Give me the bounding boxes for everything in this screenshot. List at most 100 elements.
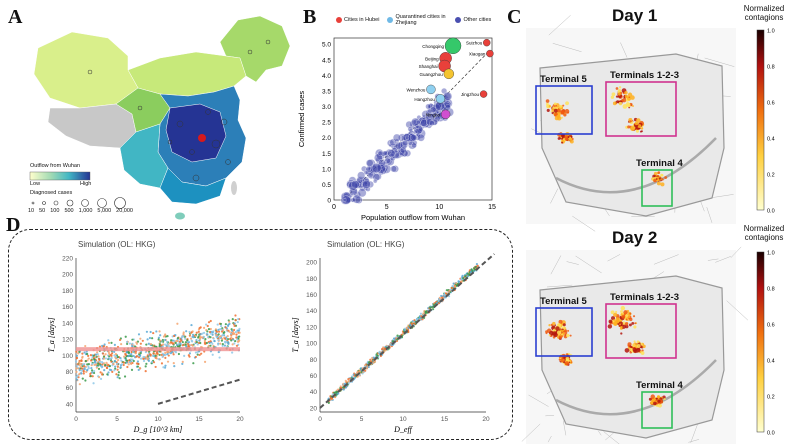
- y-tick-label: 1.5: [322, 151, 331, 158]
- y-tick-label: 160: [62, 304, 73, 311]
- y-tick-label: 0: [327, 198, 331, 205]
- simulation-point: [381, 347, 384, 351]
- simulation-point: [344, 379, 347, 382]
- simulation-point: [107, 351, 111, 355]
- street-line: [726, 300, 749, 321]
- colorbar-tick: 0.2: [767, 395, 775, 401]
- contagion-dot: [632, 315, 636, 318]
- simulation-point: [409, 323, 412, 326]
- y-tick-label: 5.0: [322, 42, 331, 49]
- simulation-point: [217, 328, 220, 331]
- terminal-label: Terminals 1-2-3: [610, 292, 679, 303]
- simulation-point: [102, 355, 106, 358]
- simulation-point: [145, 362, 148, 365]
- baseline-band: [76, 347, 240, 352]
- simulation-point: [173, 334, 176, 338]
- city-point: [431, 103, 441, 113]
- simulation-point: [93, 369, 96, 373]
- simulation-point: [148, 336, 152, 340]
- simulation-point: [196, 343, 199, 346]
- simulation-point: [103, 343, 106, 346]
- contagion-dot: [655, 399, 658, 402]
- city-point: [407, 126, 413, 132]
- simulation-point: [130, 353, 133, 356]
- simulation-point: [167, 345, 171, 348]
- simulation-point: [444, 292, 448, 295]
- simulation-point: [421, 318, 424, 321]
- simulation-point: [220, 339, 224, 342]
- contagion-dot: [664, 176, 668, 179]
- simulation-point: [79, 366, 83, 369]
- contagion-dot: [558, 335, 562, 339]
- simulation-point: [209, 344, 212, 347]
- simulation-point: [104, 363, 107, 367]
- city-point: [387, 149, 396, 158]
- simulation-point: [237, 317, 240, 321]
- contagion-dot: [624, 324, 629, 329]
- city-point: [366, 180, 374, 188]
- simulation-point: [228, 320, 231, 323]
- contagion-dot: [618, 101, 623, 106]
- contagion-dot: [615, 310, 618, 314]
- simulation-point: [172, 353, 175, 356]
- simulation-point: [223, 340, 227, 343]
- simulation-point: [101, 344, 104, 348]
- simulation-point: [95, 366, 98, 369]
- simulation-point: [228, 330, 231, 333]
- simulation-point: [234, 330, 238, 334]
- simulation-point: [195, 340, 199, 344]
- simulation-point: [231, 351, 234, 354]
- simulation-point: [143, 356, 146, 359]
- simulation-point: [149, 353, 152, 356]
- y-axis-label: Confirmed cases: [297, 91, 306, 148]
- colorbar-tick: 0.8: [767, 287, 775, 293]
- contagion-dot: [548, 334, 551, 337]
- simulation-point: [85, 370, 88, 373]
- simulation-point: [128, 359, 131, 362]
- contagion-dot: [619, 323, 621, 326]
- simulation-point: [207, 327, 211, 331]
- contagion-dot: [632, 105, 634, 108]
- street-line: [706, 207, 713, 223]
- simulation-point: [473, 268, 476, 271]
- contagion-dot: [636, 340, 640, 344]
- simulation-point: [410, 322, 414, 325]
- simulation-point: [364, 364, 367, 367]
- simulation-point: [131, 344, 134, 348]
- simulation-point: [80, 372, 83, 375]
- simulation-point: [181, 362, 184, 365]
- contagion-dot: [617, 92, 621, 96]
- simulation-point: [98, 376, 101, 379]
- simulation-point: [164, 338, 167, 342]
- colorbar-tick: 0.6: [767, 323, 775, 329]
- simulation-point: [130, 361, 133, 365]
- simulation-point: [152, 352, 155, 355]
- contagion-dot: [663, 397, 666, 401]
- colorbar-tick: 0.6: [767, 101, 775, 107]
- simulation-point: [208, 341, 211, 345]
- simulation-point: [198, 339, 201, 342]
- street-line: [715, 256, 731, 263]
- simulation-point: [464, 275, 467, 278]
- simulation-point: [215, 330, 218, 333]
- simulation-point: [158, 330, 161, 333]
- contagion-dot: [625, 318, 628, 321]
- x-tick-label: 0: [332, 204, 336, 211]
- colorbar-tick: 1.0: [767, 29, 775, 35]
- street-line: [653, 254, 679, 265]
- contagion-dot: [661, 178, 664, 181]
- street-line: [598, 430, 602, 436]
- simulation-point: [161, 355, 164, 358]
- simulation-point: [149, 330, 152, 334]
- x-axis-label: D_g [10^3 km]: [133, 425, 183, 434]
- simulation-point: [99, 364, 102, 367]
- simulation-point: [157, 338, 160, 341]
- city-point: [418, 128, 423, 133]
- y-tick-label: 180: [62, 288, 73, 295]
- contagion-dot: [634, 121, 639, 126]
- simulation-point: [179, 338, 182, 341]
- city-point: [429, 120, 435, 126]
- simulation-point: [169, 352, 172, 355]
- simulation-point: [211, 333, 214, 336]
- simulation-point: [403, 328, 406, 332]
